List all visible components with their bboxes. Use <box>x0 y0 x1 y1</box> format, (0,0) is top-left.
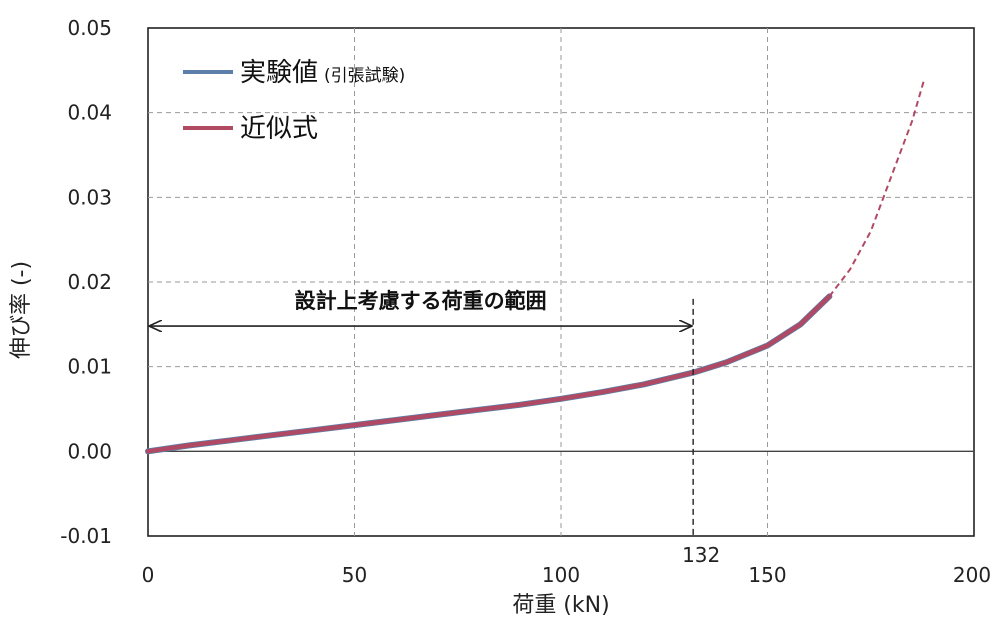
x-tick-label-0: 0 <box>142 563 155 587</box>
series-group <box>145 78 926 455</box>
y-axis-ticks: 0.05 0.04 0.03 0.02 0.01 0.00 -0.01 <box>60 16 112 548</box>
reference-label-132: 132 <box>682 543 720 567</box>
y-axis-title: 伸び率 (-) <box>9 261 34 359</box>
y-tick-label-3: 0.02 <box>67 270 112 294</box>
x-axis-ticks: 0 50 100 150 200 <box>142 563 991 587</box>
y-tick-label-5: 0.00 <box>67 439 112 463</box>
x-axis-title: 荷重 (kN) <box>512 593 609 618</box>
y-tick-label-6: -0.01 <box>60 524 112 548</box>
x-tick-label-3: 150 <box>748 563 786 587</box>
x-tick-label-1: 50 <box>342 563 367 587</box>
y-tick-label-4: 0.01 <box>67 355 112 379</box>
legend-label-experimental: 実験値 (引張試験) <box>240 58 405 88</box>
y-tick-label-2: 0.03 <box>67 185 112 209</box>
x-tick-label-2: 100 <box>542 563 580 587</box>
y-tick-label-1: 0.04 <box>67 101 112 125</box>
x-tick-label-4: 200 <box>953 563 991 587</box>
legend-label-approximation: 近似式 <box>240 114 318 144</box>
series-line-1 <box>145 294 832 454</box>
legend: 実験値 (引張試験) 近似式 <box>183 58 405 144</box>
design-range-label: 設計上考慮する荷重の範囲 <box>295 289 547 313</box>
series-line-1-extension <box>828 78 926 298</box>
y-tick-label-0: 0.05 <box>67 16 112 40</box>
